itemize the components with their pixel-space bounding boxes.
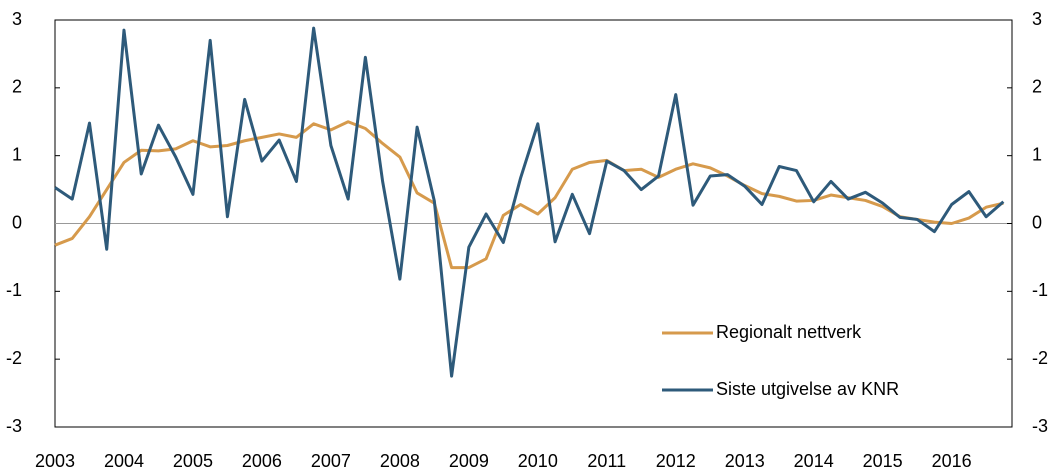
y2-tick-label: 1 <box>1032 144 1042 164</box>
y2-tick-label: 2 <box>1032 77 1042 97</box>
legend-label: Regionalt nettverk <box>716 322 862 342</box>
x-tick-label: 2007 <box>311 451 351 471</box>
x-tick-label: 2016 <box>932 451 972 471</box>
y-tick-label: 3 <box>12 9 22 29</box>
x-tick-label: 2010 <box>518 451 558 471</box>
y2-tick-label: -1 <box>1032 280 1048 300</box>
x-tick-label: 2013 <box>725 451 765 471</box>
y-tick-label: 2 <box>12 77 22 97</box>
x-tick-label: 2008 <box>380 451 420 471</box>
x-tick-label: 2005 <box>173 451 213 471</box>
x-tick-label: 2006 <box>242 451 282 471</box>
y-tick-label: 0 <box>12 212 22 232</box>
x-tick-label: 2003 <box>35 451 75 471</box>
x-tick-label: 2012 <box>656 451 696 471</box>
x-tick-label: 2011 <box>587 451 626 471</box>
x-tick-label: 2015 <box>863 451 903 471</box>
x-tick-label: 2014 <box>794 451 834 471</box>
y2-tick-label: 0 <box>1032 212 1042 232</box>
y-tick-label: 1 <box>12 144 22 164</box>
y-tick-label: -1 <box>6 280 22 300</box>
y2-tick-label: -2 <box>1032 348 1048 368</box>
series-line <box>54 26 1005 378</box>
x-tick-label: 2004 <box>104 451 144 471</box>
y2-tick-label: 3 <box>1032 9 1042 29</box>
y-tick-label: -2 <box>6 348 22 368</box>
y2-tick-label: -3 <box>1032 416 1048 436</box>
x-tick-label: 2009 <box>449 451 489 471</box>
legend-label: Siste utgivelse av KNR <box>716 379 899 399</box>
y-tick-label: -3 <box>6 416 22 436</box>
